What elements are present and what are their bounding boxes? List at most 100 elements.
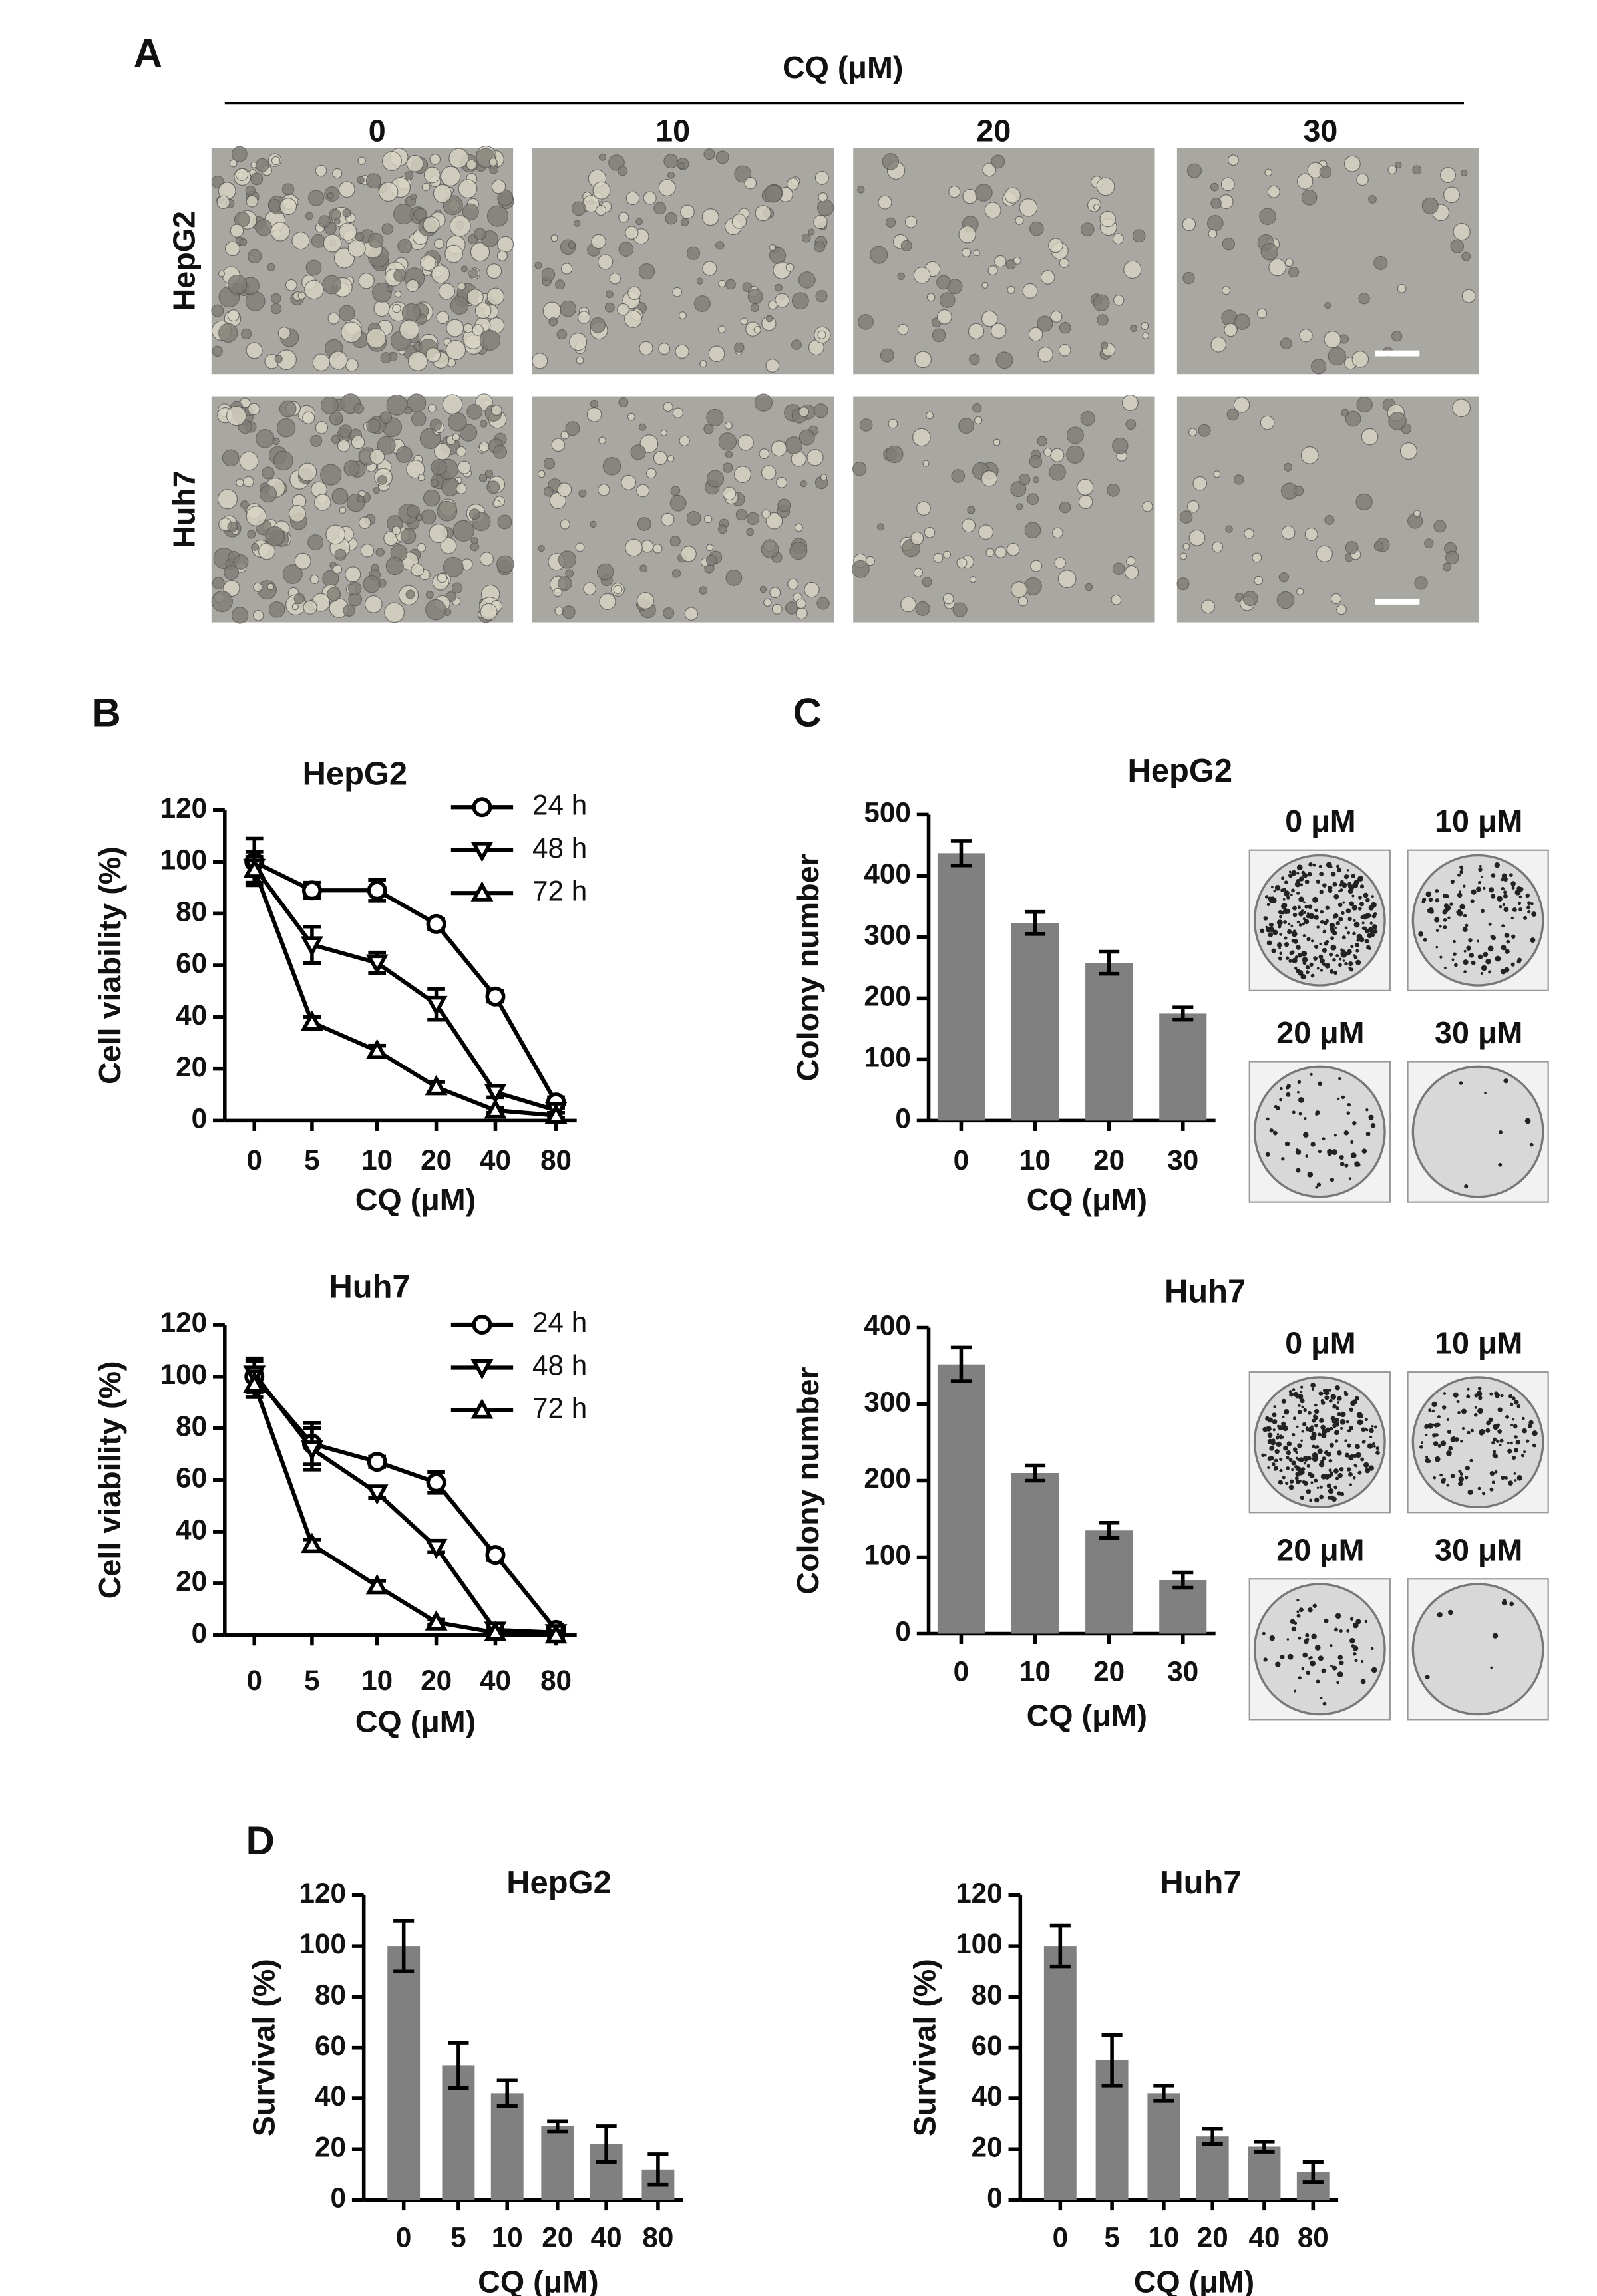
colony <box>1286 1092 1291 1097</box>
series-line <box>253 860 558 1104</box>
cell <box>1222 286 1231 295</box>
colony <box>1527 910 1531 914</box>
marker <box>243 858 266 878</box>
colony <box>1335 921 1340 926</box>
cell <box>1324 515 1335 525</box>
x-tick-label: 40 <box>480 1665 511 1696</box>
cell <box>885 217 896 228</box>
colony <box>1281 876 1285 880</box>
colony <box>1355 959 1361 965</box>
colony <box>1351 905 1357 911</box>
cell <box>1050 310 1063 323</box>
colony <box>1291 1468 1294 1472</box>
cell <box>1213 470 1221 478</box>
cell <box>701 208 719 226</box>
colony <box>1425 1455 1429 1458</box>
cell <box>1093 294 1110 311</box>
colony <box>1454 963 1458 967</box>
cell <box>591 234 606 249</box>
colony <box>1322 1425 1326 1428</box>
colony <box>1301 1099 1304 1102</box>
cell <box>916 501 931 516</box>
colony <box>1433 1476 1437 1480</box>
cell <box>769 587 781 599</box>
cell <box>1078 494 1093 510</box>
cell <box>279 198 297 216</box>
cell <box>609 273 621 285</box>
cell <box>378 182 399 202</box>
cell <box>618 166 628 176</box>
cell <box>555 279 566 290</box>
cell <box>1125 565 1139 580</box>
colony <box>1295 1466 1300 1472</box>
cell <box>859 418 873 432</box>
cell <box>279 400 297 418</box>
cell <box>425 599 446 621</box>
y-tick-label: 0 <box>192 1617 207 1649</box>
cell <box>315 421 329 434</box>
bar <box>1011 923 1059 1121</box>
colony <box>1373 1444 1376 1448</box>
cell <box>586 407 602 422</box>
y-tick-label: 120 <box>956 1878 1002 1909</box>
colony <box>1314 1403 1318 1407</box>
cell <box>878 195 892 210</box>
colony <box>1324 963 1331 969</box>
colony <box>1305 1633 1310 1638</box>
legend-label: 48 h <box>532 832 587 864</box>
cell <box>857 186 865 194</box>
colony <box>1286 1466 1290 1470</box>
marker <box>365 1573 389 1595</box>
colony <box>1301 950 1308 957</box>
cell <box>985 548 995 557</box>
colony <box>1308 862 1313 867</box>
cell <box>429 524 448 544</box>
colony <box>1297 1443 1302 1448</box>
cell <box>423 166 441 184</box>
cell <box>618 397 629 407</box>
cell <box>312 353 331 371</box>
cell <box>486 287 505 305</box>
colony <box>1342 901 1345 904</box>
colony <box>1463 949 1467 953</box>
colony <box>1347 949 1352 955</box>
cell <box>532 353 548 369</box>
colony <box>1332 931 1337 936</box>
cell <box>973 249 980 257</box>
cell <box>880 348 894 363</box>
cell <box>981 470 998 487</box>
cell <box>433 184 452 203</box>
cell <box>735 509 747 521</box>
colony <box>1474 1406 1477 1409</box>
cell <box>1222 238 1235 251</box>
colony <box>1333 1627 1338 1632</box>
colony <box>1321 1400 1326 1405</box>
cell <box>267 263 275 271</box>
colony <box>1355 949 1359 953</box>
cell <box>617 303 630 316</box>
cell <box>630 444 646 460</box>
colony <box>1352 1622 1359 1629</box>
x-tick-label: 0 <box>1053 2222 1068 2253</box>
colony <box>1284 890 1288 894</box>
colony <box>1339 1418 1346 1425</box>
colony <box>1367 933 1373 939</box>
colony <box>1507 1448 1512 1454</box>
marker <box>365 1039 389 1059</box>
colony <box>1286 896 1290 900</box>
colony <box>1459 870 1463 874</box>
colony <box>1498 1162 1503 1167</box>
colony <box>1329 1426 1333 1431</box>
colony <box>1296 1610 1300 1613</box>
colony <box>1310 1434 1316 1441</box>
cell <box>765 512 783 530</box>
cell <box>343 604 355 617</box>
colony <box>1339 1162 1345 1166</box>
cell <box>411 411 427 427</box>
colony <box>1271 948 1276 953</box>
cell <box>1267 185 1280 198</box>
colony <box>1443 925 1447 929</box>
colony <box>1278 1434 1284 1440</box>
colony <box>1461 1408 1467 1414</box>
cell <box>1141 322 1149 331</box>
